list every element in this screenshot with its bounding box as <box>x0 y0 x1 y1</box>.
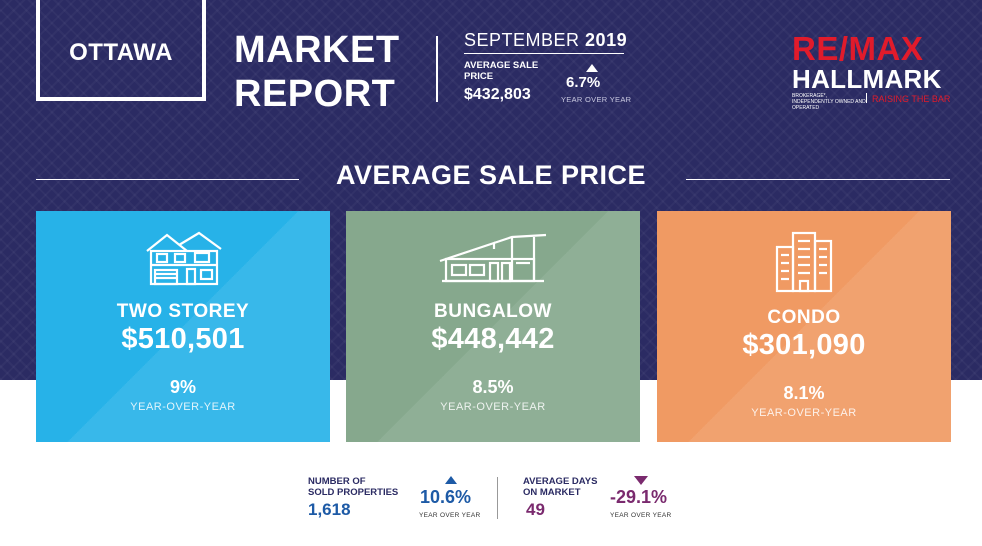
date-rule <box>464 53 624 54</box>
hallmark-logo: HALLMARK <box>792 64 942 94</box>
card-change-label: YEAR-OVER-YEAR <box>440 401 546 413</box>
days-on-market-change: -29.1% <box>610 487 668 507</box>
sold-properties-change: 10.6% <box>420 487 472 507</box>
report-title-line1: MARKET <box>234 29 400 71</box>
card-type: TWO STOREY <box>116 301 250 322</box>
days-on-market-label-line1: AVERAGE DAYS <box>523 476 598 487</box>
avg-sale-price-value: $432,803 <box>464 86 531 103</box>
arrow-up-icon <box>586 64 598 72</box>
card-type: CONDO <box>767 307 841 328</box>
card-price: $301,090 <box>742 329 866 361</box>
report-year: 2019 <box>585 30 628 50</box>
card-change-label: YEAR-OVER-YEAR <box>130 401 236 413</box>
avg-price-change-label: YEAR OVER YEAR <box>561 95 632 104</box>
card-change: 8.5% <box>472 377 514 397</box>
arrow-up-icon <box>445 476 457 484</box>
days-on-market-value: 49 <box>526 500 545 519</box>
header-divider <box>436 36 438 102</box>
stats-divider <box>497 477 498 519</box>
card-price: $448,442 <box>431 323 555 355</box>
section-title: AVERAGE SALE PRICE <box>335 160 647 190</box>
logo-divider <box>866 93 867 103</box>
section-rule-right <box>686 179 950 180</box>
card-type: BUNGALOW <box>434 301 552 322</box>
sold-properties-label: NUMBER OF SOLD PROPERTIES <box>308 476 398 498</box>
arrow-down-icon <box>634 476 648 485</box>
report-title: MARKET REPORT <box>234 28 400 116</box>
section-rule-left <box>36 179 299 180</box>
days-on-market-label-line2: ON MARKET <box>523 487 581 498</box>
logo-fineprint: BROKERAGE*, INDEPENDENTLY OWNED AND OPER… <box>792 93 866 111</box>
condo-building-icon <box>657 229 951 293</box>
card-condo: CONDO $301,090 8.1% YEAR-OVER-YEAR <box>657 211 951 442</box>
report-date: SEPTEMBER 2019 <box>464 30 627 51</box>
city-box: OTTAWA <box>36 0 206 101</box>
report-title-line2: REPORT <box>234 73 396 115</box>
days-on-market-label: AVERAGE DAYS ON MARKET <box>523 476 597 498</box>
remax-logo: RE/MAX <box>792 30 924 67</box>
bungalow-icon <box>346 233 640 285</box>
sold-properties-change-label: YEAR OVER YEAR <box>419 512 481 519</box>
card-price: $510,501 <box>121 323 245 355</box>
card-two-storey: TWO STOREY $510,501 9% YEAR-OVER-YEAR <box>36 211 330 442</box>
avg-price-change: 6.7% <box>566 74 601 91</box>
report-month: SEPTEMBER <box>464 30 580 50</box>
two-storey-house-icon <box>36 231 330 287</box>
days-on-market-change-label: YEAR OVER YEAR <box>610 512 672 519</box>
card-bungalow: BUNGALOW $448,442 8.5% YEAR-OVER-YEAR <box>346 211 640 442</box>
logo-tagline: RAISING THE BAR <box>872 94 951 104</box>
card-change-label: YEAR-OVER-YEAR <box>751 407 857 419</box>
card-change: 8.1% <box>783 383 825 403</box>
sold-properties-label-line2: SOLD PROPERTIES <box>308 487 399 498</box>
sold-properties-label-line1: NUMBER OF <box>308 476 366 487</box>
sold-properties-value: 1,618 <box>308 500 351 519</box>
avg-sale-price-label: AVERAGE SALE PRICE <box>464 60 539 82</box>
card-change: 9% <box>169 377 196 397</box>
city-name: OTTAWA <box>69 38 173 66</box>
